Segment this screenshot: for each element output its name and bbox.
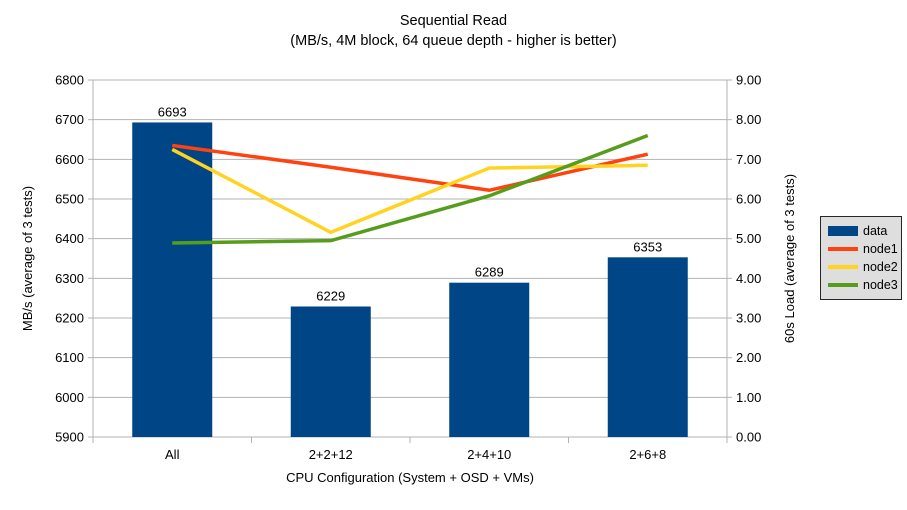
legend-item-node2: node2	[828, 260, 899, 274]
x-tick-label: All	[165, 447, 180, 462]
bar-All	[132, 122, 213, 438]
y-left-tick-label: 6300	[55, 271, 84, 286]
y-right-tick-label: 6.00	[736, 192, 761, 207]
bar-2+6+8	[607, 257, 688, 437]
bar-value-label: 6289	[475, 265, 504, 280]
y-left-tick-label: 6000	[55, 390, 84, 405]
legend-swatch-data	[828, 226, 858, 236]
y-left-tick-label: 6400	[55, 231, 84, 246]
y-left-axis-title: MB/s (average of 3 tests)	[20, 186, 35, 331]
y-left-tick-label: 6100	[55, 350, 84, 365]
bar-value-label: 6693	[158, 104, 187, 119]
y-left-tick-label: 6200	[55, 311, 84, 326]
x-axis-title: CPU Configuration (System + OSD + VMs)	[286, 470, 534, 485]
y-left-tick-label: 5900	[55, 430, 84, 445]
legend-label: node1	[863, 242, 898, 256]
chart-subtitle: (MB/s, 4M block, 64 queue depth - higher…	[290, 33, 617, 49]
legend-swatch-node1	[828, 247, 858, 251]
line-node1	[172, 143, 649, 193]
legend-label: data	[863, 224, 888, 238]
y-left-tick-label: 6600	[55, 152, 84, 167]
y-left-tick-label: 6800	[55, 73, 84, 88]
y-right-tick-label: 0.00	[736, 430, 761, 445]
y-left-tick-label: 6500	[55, 192, 84, 207]
legend-swatch-node3	[828, 283, 858, 287]
y-right-tick-label: 7.00	[736, 152, 761, 167]
bar-value-label: 6229	[316, 288, 345, 303]
bar-2+4+10	[449, 282, 530, 437]
legend-item-node1: node1	[828, 242, 899, 256]
y-right-tick-label: 9.00	[736, 73, 761, 88]
x-tick-label: 2+4+10	[467, 447, 511, 462]
y-right-tick-label: 3.00	[736, 311, 761, 326]
chart-title: Sequential Read	[399, 13, 508, 29]
y-right-tick-label: 1.00	[736, 390, 761, 405]
chart-titles: Sequential Read (MB/s, 4M block, 64 queu…	[0, 11, 907, 51]
bar-value-label: 6353	[633, 239, 662, 254]
y-left-tick-label: 6700	[55, 112, 84, 127]
y-right-tick-label: 8.00	[736, 112, 761, 127]
legend-label: node3	[863, 278, 898, 292]
line-node3	[172, 133, 649, 245]
legend-item-data: data	[828, 224, 899, 238]
legend-label: node2	[863, 260, 898, 274]
y-right-tick-label: 2.00	[736, 350, 761, 365]
y-right-axis-title: 60s Load (average of 3 tests)	[782, 174, 797, 343]
y-right-tick-label: 4.00	[736, 271, 761, 286]
bar-2+2+12	[290, 306, 371, 437]
legend-swatch-node2	[828, 265, 858, 269]
legend: data node1 node2 node3	[820, 216, 902, 300]
x-tick-label: 2+6+8	[629, 447, 666, 462]
legend-item-node3: node3	[828, 278, 899, 292]
y-right-tick-label: 5.00	[736, 231, 761, 246]
x-tick-label: 2+2+12	[309, 447, 353, 462]
